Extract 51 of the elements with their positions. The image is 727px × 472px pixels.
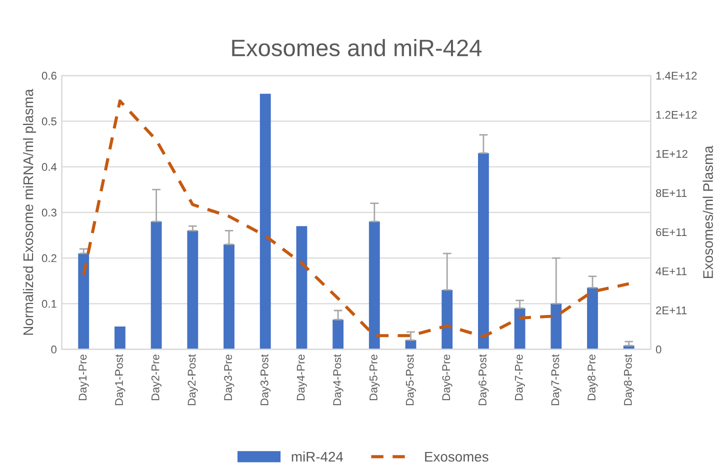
x-tick-label: Day5-Post <box>406 354 416 406</box>
legend-label: Exosomes <box>425 452 488 462</box>
y2-tick-label: 0 <box>656 346 662 354</box>
bar <box>187 230 198 350</box>
x-tick-label: Day8-Pre <box>588 354 598 400</box>
x-tick-label: Day7-Post <box>551 354 562 406</box>
y2-tick-label: 2E+11 <box>656 306 687 314</box>
bar <box>260 94 271 350</box>
bar <box>332 320 344 350</box>
bar <box>550 304 562 350</box>
y-tick-label: 0.2 <box>42 254 56 262</box>
bar <box>114 326 126 350</box>
bar <box>78 253 90 350</box>
x-tick-label: Day8-Post <box>624 354 634 406</box>
bar <box>478 153 489 350</box>
bar <box>514 308 526 350</box>
y2-tick-label: 6E+11 <box>656 228 687 236</box>
bar <box>587 288 598 350</box>
y2-tick-label: 1.2E+12 <box>656 110 697 119</box>
bar <box>150 222 162 350</box>
y2-axis-title: Exosomes/ml Plasma <box>702 146 713 278</box>
x-tick-label: Day4-Post <box>333 354 344 406</box>
x-tick-label: Day1-Post <box>115 354 126 406</box>
bar <box>442 290 453 350</box>
y2-tick-label: 8E+11 <box>656 189 687 197</box>
x-tick-label: Day3-Post <box>260 354 271 406</box>
x-tick-label: Day5-Pre <box>370 354 380 400</box>
bar <box>368 222 380 350</box>
x-tick-label: Day6-Post <box>478 354 489 406</box>
x-tick-label: Day7-Pre <box>515 354 525 400</box>
bar <box>296 226 308 350</box>
x-tick-label: Day6-Pre <box>442 354 452 400</box>
legend-label: miR-424 <box>292 451 344 462</box>
bar <box>224 244 234 350</box>
y2-tick-label: 1E+12 <box>656 150 688 158</box>
y-axis-title: Normalized Exosome miRNA/ml plasma <box>22 88 36 335</box>
y-tick-label: 0.3 <box>42 208 56 217</box>
y-tick-label: 0.5 <box>42 117 56 126</box>
chart-title: Exosomes and miR-424 <box>232 38 482 56</box>
y2-tick-label: 4E+11 <box>656 267 687 276</box>
y-tick-label: 0.6 <box>42 72 56 80</box>
y2-tick-label: 1.4E+12 <box>656 72 697 80</box>
y-tick-label: 0.1 <box>42 300 56 308</box>
x-tick-label: Day3-Pre <box>224 354 234 400</box>
x-tick-label: Day2-Pre <box>151 354 162 400</box>
y-tick-label: 0.4 <box>42 163 57 171</box>
y-tick-label: 0 <box>51 346 56 354</box>
x-tick-label: Day1-Pre <box>78 354 89 400</box>
line-series <box>82 99 630 338</box>
x-tick-label: Day4-Pre <box>296 354 307 400</box>
x-tick-label: Day2-Post <box>188 354 198 406</box>
